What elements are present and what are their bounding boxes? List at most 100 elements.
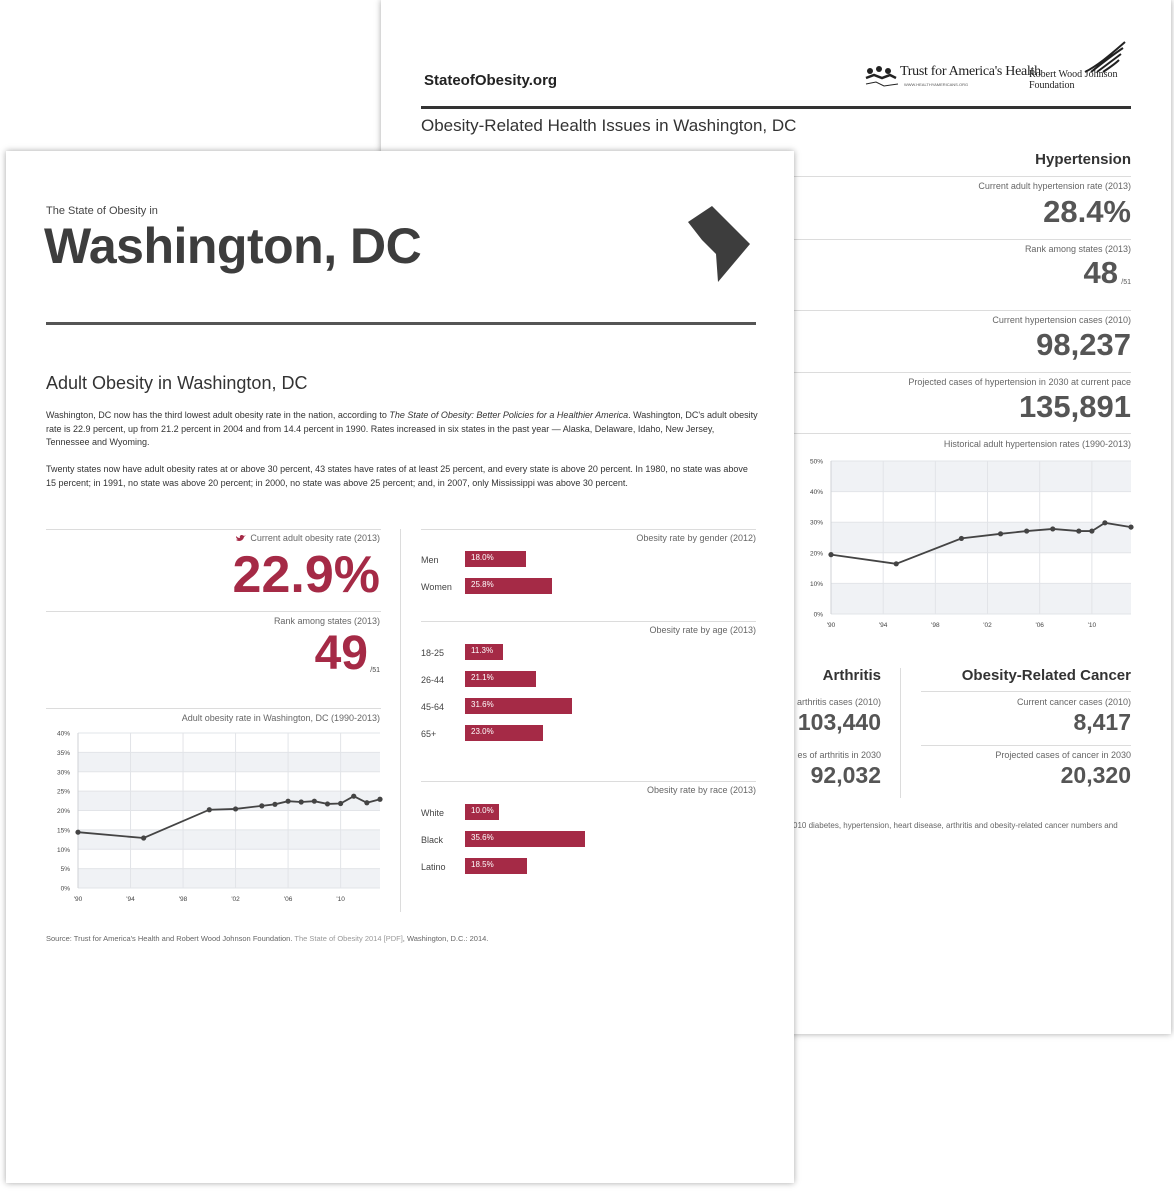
y-tick-label: 35%	[57, 750, 70, 757]
divider	[794, 239, 1131, 240]
hypertension-rank-of: /51	[1121, 279, 1131, 286]
data-point	[259, 803, 265, 809]
obesity-rate-value: 22.9%	[232, 546, 380, 604]
source-line: Source: Trust for America's Health and R…	[46, 934, 488, 943]
bar: 18.0%	[465, 551, 526, 567]
divider	[921, 691, 1131, 692]
obesity-line-chart: 0% 5% 10% 15% 20% 25% 30% 35% 40% '90 '94 '98 '02 '06…	[57, 731, 383, 903]
divider	[794, 372, 1131, 373]
data-point	[828, 552, 834, 558]
grid-band	[78, 868, 380, 888]
bar-value-label: 25.8%	[471, 580, 494, 589]
cancer-cases-value: 8,417	[1073, 709, 1131, 735]
hypertension-chart-label: Historical adult hypertension rates (199…	[943, 439, 1131, 449]
divider	[794, 433, 1131, 434]
twitter-icon[interactable]	[236, 534, 247, 543]
x-tick-label: '06	[284, 896, 293, 903]
data-point	[351, 793, 357, 799]
bar-value-label: 10.0%	[471, 806, 494, 815]
y-tick-label: 20%	[57, 808, 70, 815]
x-tick-label: '02	[231, 896, 240, 903]
front-page: The State of Obesity in Washington, DC A…	[6, 151, 794, 1183]
dc-map-icon	[688, 206, 750, 282]
rwjf-name: Robert Wood Johnson Foundation	[1029, 69, 1118, 91]
data-point	[1024, 528, 1030, 534]
series-line	[830, 521, 1132, 565]
x-tick-label: '90	[74, 896, 83, 903]
obesity-rate-label: Current adult obesity rate (2013)	[250, 533, 380, 543]
hypertension-rank-label: Rank among states (2013)	[1024, 244, 1131, 254]
x-tick-label: '94	[879, 622, 888, 629]
hypertension-heading: Hypertension	[1035, 151, 1131, 168]
race-bar-chart: White 10.0% Black 35.6% Latino 18.5%	[421, 804, 761, 889]
rank-of: /51	[370, 667, 380, 674]
data-point	[1102, 520, 1108, 526]
data-point	[893, 561, 899, 567]
bar: 10.0%	[465, 804, 499, 820]
page-title: Washington, DC	[44, 218, 422, 274]
bar-category-label: 45-64	[421, 702, 445, 712]
data-point	[958, 535, 965, 542]
grid-band	[831, 583, 1131, 614]
section-title: Adult Obesity in Washington, DC	[46, 373, 308, 393]
divider	[794, 176, 1131, 177]
y-tick-label: 15%	[57, 827, 70, 834]
x-tick-label: '98	[179, 896, 188, 903]
cancer-projected-label: Projected cases of cancer in 2030	[995, 750, 1131, 760]
people-icon	[865, 66, 899, 87]
bar-value-label: 35.6%	[471, 833, 494, 842]
data-point	[285, 798, 291, 804]
bar-value-label: 21.1%	[471, 673, 494, 682]
header-rule	[421, 106, 1131, 109]
bar-value-label: 23.0%	[471, 727, 494, 736]
cancer-projected-value: 20,320	[1060, 762, 1131, 788]
rwjf-logo: Robert Wood Johnson Foundation	[1029, 40, 1139, 95]
data-point	[377, 796, 383, 802]
grid-band	[831, 461, 1131, 492]
site-logo: StateofObesity.org	[424, 72, 558, 89]
grid-band	[78, 791, 380, 811]
race-chart-label: Obesity rate by race (2013)	[646, 785, 756, 795]
y-tick-label: 25%	[57, 789, 70, 796]
hypertension-cases-value: 98,237	[1036, 327, 1131, 362]
hypertension-projected-value: 135,891	[1018, 389, 1131, 424]
divider	[46, 529, 381, 530]
divider	[46, 708, 381, 709]
x-tick-label: '10	[1088, 622, 1097, 629]
source-text: , Washington, D.C.: 2014.	[402, 934, 489, 943]
arthritis-cases-value: 103,440	[797, 709, 881, 735]
x-tick-label: '06	[1035, 622, 1044, 629]
history-paragraph: Twenty states now have adult obesity rat…	[46, 464, 748, 488]
rank-label: Rank among states (2013)	[273, 616, 380, 626]
data-point	[338, 800, 344, 807]
source-link[interactable]: The State of Obesity 2014 [PDF]	[294, 934, 403, 943]
y-tick-label: 50%	[810, 459, 823, 466]
bar: 23.0%	[465, 725, 543, 741]
gender-chart-label: Obesity rate by gender (2012)	[636, 533, 756, 543]
para-text: Washington, DC now has the third lowest …	[46, 410, 390, 420]
hypertension-rank-value: 48	[1083, 255, 1118, 290]
page-kicker: The State of Obesity in	[46, 205, 158, 217]
bar: 11.3%	[465, 644, 504, 660]
tfah-url: WWW.HEALTHYAMERICANS.ORG	[904, 82, 969, 87]
data-point	[141, 835, 147, 841]
x-tick-label: '10	[336, 896, 345, 903]
bar: 35.6%	[465, 831, 585, 847]
bar-value-label: 18.0%	[471, 553, 494, 562]
divider	[421, 781, 756, 782]
divider	[421, 621, 756, 622]
age-bar-chart: 18-25 11.3% 26-44 21.1% 45-64 31.6% 65+ 23.0%	[421, 644, 761, 754]
age-chart-label: Obesity rate by age (2013)	[649, 625, 756, 635]
data-point	[272, 801, 278, 807]
bar: 31.6%	[465, 698, 572, 714]
x-tick-label: '90	[827, 622, 836, 629]
arthritis-projected-value: 92,032	[810, 762, 881, 788]
arthritis-projected-label: es of arthritis in 2030	[797, 750, 881, 760]
y-tick-label: 40%	[57, 731, 70, 738]
bar: 21.1%	[465, 671, 537, 687]
tfah-logo: Trust for America's Health WWW.HEALTHYAM…	[864, 64, 1041, 92]
rank-value: 49	[314, 627, 368, 680]
bar-category-label: White	[421, 808, 445, 818]
y-tick-label: 10%	[57, 847, 70, 854]
bar-category-label: 65+	[421, 729, 437, 739]
